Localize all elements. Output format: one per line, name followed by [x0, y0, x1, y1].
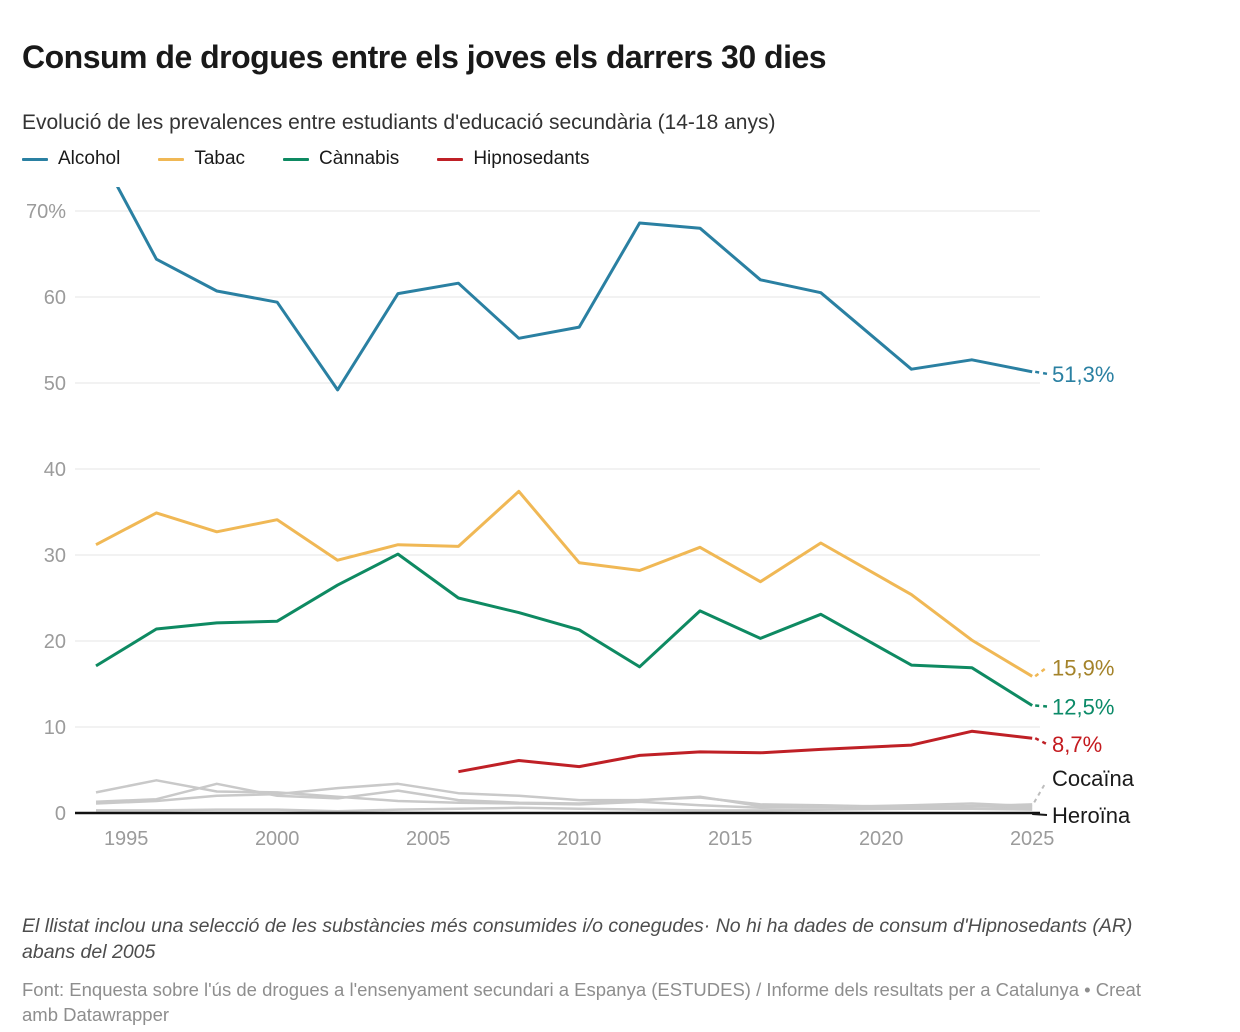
- y-axis-tick-label: 40: [44, 459, 66, 481]
- series-end-label-c-nnabis: 12,5%: [1052, 695, 1114, 720]
- line-tabac: [95, 489, 1033, 678]
- legend-item-alcohol: Alcohol: [22, 148, 120, 170]
- label-connector-hipnosedants: [1034, 737, 1048, 746]
- x-axis-tick-label: 1995: [104, 828, 149, 850]
- chart-title: Consum de drogues entre els joves els da…: [22, 39, 827, 76]
- x-axis-tick-label: 2015: [708, 828, 753, 850]
- legend: Alcohol Tabac Cànnabis Hipnosedants: [22, 148, 1212, 170]
- legend-label: Tabac: [194, 148, 246, 169]
- line-alcohol: [116, 187, 1033, 392]
- y-axis-tick-label: 20: [44, 631, 66, 653]
- chart-source: Font: Enquesta sobre l'ús de drogues a l…: [22, 977, 1157, 1029]
- legend-swatch: [158, 157, 185, 161]
- legend-item-cànnabis: Cànnabis: [283, 148, 399, 170]
- y-axis-tick-label: 50: [44, 373, 66, 395]
- y-axis-tick-label: 10: [44, 717, 66, 739]
- x-axis-tick-label: 2000: [255, 828, 300, 850]
- x-axis-tick-label: 2005: [406, 828, 451, 850]
- label-leader-heroina: [1032, 813, 1048, 816]
- legend-label: Hipnosedants: [473, 148, 590, 169]
- legend-swatch: [283, 157, 310, 161]
- series-end-label-hipnosedants: 8,7%: [1052, 732, 1102, 757]
- label-connector-cànnabis: [1035, 704, 1048, 708]
- label-connector-tabac: [1034, 666, 1048, 678]
- legend-swatch: [437, 157, 464, 161]
- legend-item-tabac: Tabac: [158, 148, 245, 170]
- line-c-nnabis: [95, 552, 1033, 707]
- y-axis-tick-label: 60: [44, 287, 66, 309]
- chart-note: El llistat inclou una selecció de les su…: [22, 914, 1133, 963]
- series-end-label-alcohol: 51,3%: [1052, 362, 1114, 387]
- y-axis-tick-label: 0: [55, 803, 66, 825]
- line-gray-6: [95, 782, 1033, 809]
- y-axis-tick-label: 30: [44, 545, 66, 567]
- y-axis-tick-label: 70%: [26, 201, 66, 223]
- x-axis-tick-label: 2025: [1010, 828, 1055, 850]
- line-hero-na: [96, 806, 1033, 813]
- series-end-label-coca-na: Cocaïna: [1052, 766, 1135, 791]
- legend-item-hipnosedants: Hipnosedants: [437, 148, 590, 170]
- label-leader-cocaina: [1033, 781, 1047, 803]
- legend-label: Cànnabis: [319, 148, 400, 169]
- source-text: Font: Enquesta sobre l'ús de drogues a l…: [22, 978, 1096, 1000]
- legend-label: Alcohol: [58, 148, 121, 169]
- x-axis-tick-label: 2020: [859, 828, 904, 850]
- line-chart: 0 10 20 30 40 50 60 70% 1995 2000 2005 2010 2015 2020…: [26, 187, 1135, 850]
- series-end-label-hero-na: Heroïna: [1052, 803, 1131, 828]
- x-axis-tick-label: 2010: [557, 828, 602, 850]
- legend-swatch: [22, 157, 48, 161]
- series-end-label-tabac: 15,9%: [1052, 655, 1114, 680]
- label-connector-alcohol: [1034, 370, 1048, 376]
- chart-subtitle: Evolució de les prevalences entre estudi…: [22, 111, 776, 134]
- line-hipnosedants: [458, 729, 1033, 774]
- datawrapper-attribution-link[interactable]: Creat amb Datawrapper: [22, 978, 1141, 1026]
